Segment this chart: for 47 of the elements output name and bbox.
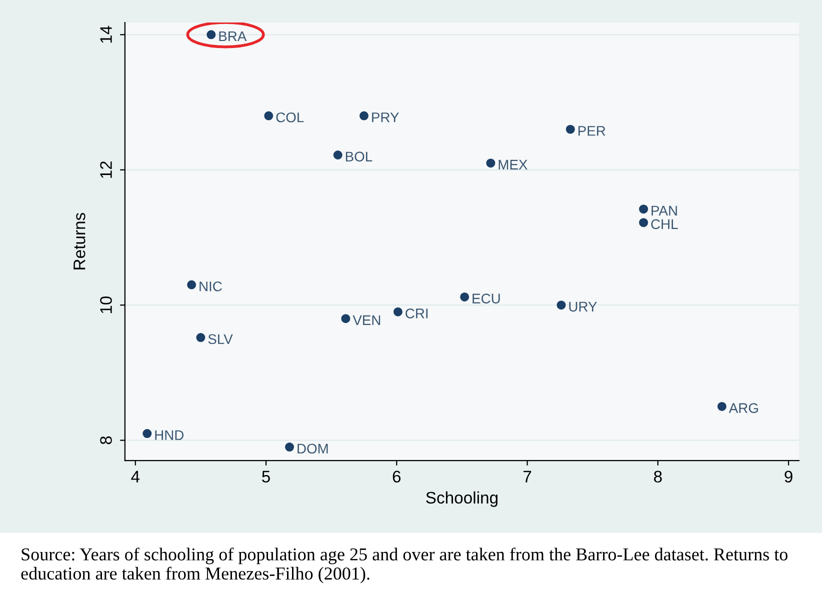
point [393,307,402,316]
point [196,333,206,342]
point [639,204,648,214]
point [717,402,726,411]
x-tick-label: 8 [654,470,662,483]
annotation: MEX [498,160,528,170]
x-tick-label: 7 [524,470,532,482]
annotation: DOM [298,444,328,454]
point [359,111,368,120]
annotation: NIC [200,281,222,292]
annotation: PRY [372,112,399,122]
x-tick-label: 4 [131,470,140,482]
annotation: HND [155,430,184,440]
point [341,314,350,324]
annotation: PER [578,126,606,136]
point [460,292,470,302]
annotation: CRI [406,308,428,318]
source-note: Source: Years of schooling of population age 25 and over are taken from the Barro-Lee dataset. Returns to education are taken from Menezes-Filho (2001). [21,548,788,584]
y-tick-label: 8 [100,436,112,444]
point [556,300,566,310]
point [142,429,152,438]
annotation: BRA [219,31,247,42]
annotation: BOL [346,152,372,162]
annotation: CHL [651,219,678,230]
y-tick-label: 10 [100,296,112,314]
annotation: COL [276,112,304,122]
annotation: PAN [652,206,677,216]
point [333,150,342,160]
x-tick-label: 6 [392,470,401,483]
point [639,218,648,228]
y-tick-label: 14 [100,26,112,43]
annotation: ECU [472,294,500,304]
point [264,111,274,120]
point [206,30,216,40]
y-tick-label: 12 [100,161,112,178]
x-tick-label: 5 [262,470,270,483]
point [285,442,294,452]
annotation: VEN [352,315,380,325]
annotation: URY [569,302,597,312]
x-axis-title: Schooling [426,491,498,507]
point [566,124,575,134]
annotation: SLV [208,334,233,344]
annotation: ARG [728,403,758,413]
y-axis-title: Returns [74,212,86,270]
x-tick-label: 9 [784,470,792,483]
point [486,158,496,168]
point [187,280,196,290]
